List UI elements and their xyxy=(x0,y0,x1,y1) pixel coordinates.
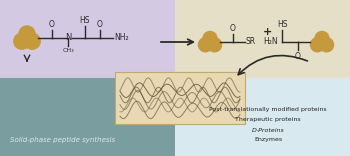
Bar xyxy=(175,78,350,156)
Circle shape xyxy=(24,33,40,49)
Text: HS: HS xyxy=(80,16,90,25)
Circle shape xyxy=(208,38,222,52)
Circle shape xyxy=(315,32,329,46)
Bar xyxy=(0,78,175,156)
Text: HS: HS xyxy=(277,20,287,29)
Text: Solid-phase peptide synthesis: Solid-phase peptide synthesis xyxy=(10,137,115,143)
Text: H₂N: H₂N xyxy=(263,37,278,46)
Text: O: O xyxy=(49,20,55,29)
Bar xyxy=(175,0,350,78)
Bar xyxy=(0,0,175,78)
Text: Enzymes: Enzymes xyxy=(254,137,282,142)
Circle shape xyxy=(19,26,35,42)
Text: Therapeutic proteins: Therapeutic proteins xyxy=(235,117,301,122)
Text: CH₃: CH₃ xyxy=(62,48,74,53)
Text: SR: SR xyxy=(245,37,255,46)
Text: O: O xyxy=(295,52,301,61)
Text: NH₂: NH₂ xyxy=(114,34,129,42)
Text: O: O xyxy=(97,20,103,29)
Circle shape xyxy=(203,32,217,46)
FancyBboxPatch shape xyxy=(115,72,245,124)
Circle shape xyxy=(198,38,212,52)
Circle shape xyxy=(14,33,30,49)
Circle shape xyxy=(320,38,334,52)
Circle shape xyxy=(310,38,324,52)
Text: D-Proteins: D-Proteins xyxy=(252,127,284,132)
Text: +: + xyxy=(263,27,273,37)
Text: O: O xyxy=(230,24,236,33)
Text: N: N xyxy=(65,34,71,42)
Text: Post-translationally modified proteins: Post-translationally modified proteins xyxy=(209,107,327,112)
